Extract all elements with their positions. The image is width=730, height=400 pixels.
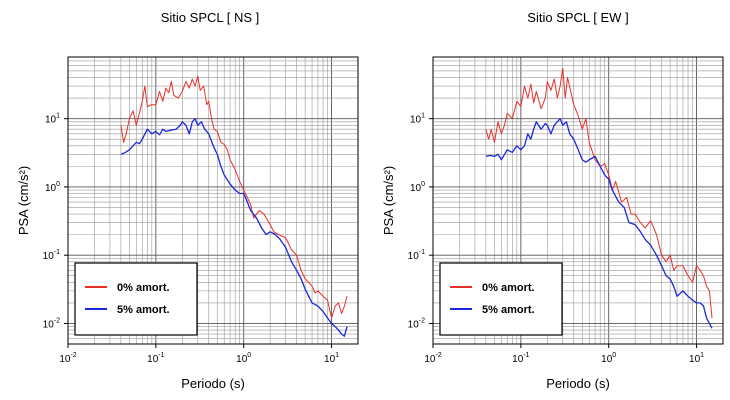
y-axis-label: PSA (cm/s²) <box>381 166 396 235</box>
x-tick-label: 10-1 <box>147 352 164 365</box>
y-tick-label: 101 <box>410 113 425 126</box>
series-line-blue <box>485 118 713 329</box>
x-axis-label: Periodo (s) <box>546 376 610 391</box>
x-axis-label: Periodo (s) <box>181 376 245 391</box>
x-tick-label: 10-2 <box>59 352 76 365</box>
legend: 0% amort. 5% amort. <box>439 262 563 336</box>
y-tick-label: 10-1 <box>408 249 425 262</box>
chart-title: Sitio SPCL [ NS ] <box>161 10 260 25</box>
chart-panel-1: Sitio SPCL [ NS ] 10-2 10-1 100 101 10-2 10-1 1… <box>16 10 359 391</box>
x-tick-label: 100 <box>601 352 616 365</box>
y-tick-label: 100 <box>45 181 60 194</box>
x-tick-label: 101 <box>324 352 339 365</box>
x-tick-label: 10-2 <box>424 352 441 365</box>
series-group <box>120 75 348 337</box>
x-tick-label: 10-1 <box>512 352 529 365</box>
series-group <box>485 67 713 329</box>
x-tick-label: 100 <box>236 352 251 365</box>
legend-label: 0% amort. <box>117 282 170 294</box>
legend: 0% amort. 5% amort. <box>74 262 198 336</box>
series-line-red <box>120 75 348 319</box>
plot-frame <box>67 56 359 345</box>
legend-label: 0% amort. <box>482 282 535 294</box>
y-axis-label: PSA (cm/s²) <box>16 166 31 235</box>
grid <box>67 56 359 345</box>
chart-title: Sitio SPCL [ EW ] <box>527 10 628 25</box>
x-tick-label: 101 <box>689 352 704 365</box>
legend-box <box>439 262 563 336</box>
legend-box <box>74 262 198 336</box>
y-tick-label: 10-2 <box>43 317 60 330</box>
legend-label: 5% amort. <box>117 304 170 316</box>
y-tick-label: 101 <box>45 113 60 126</box>
y-tick-label: 10-1 <box>43 249 60 262</box>
series-line-red <box>485 67 713 319</box>
legend-label: 5% amort. <box>482 304 535 316</box>
y-tick-label: 10-2 <box>408 317 425 330</box>
series-line-blue <box>120 118 348 337</box>
chart-panel-2: Sitio SPCL [ EW ] 10-2 10-1 100 101 10-2 10-1 1… <box>381 10 724 391</box>
plot-frame <box>432 56 724 345</box>
y-tick-label: 100 <box>410 181 425 194</box>
